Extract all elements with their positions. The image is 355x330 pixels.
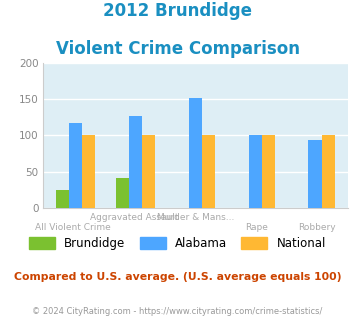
Text: © 2024 CityRating.com - https://www.cityrating.com/crime-statistics/: © 2024 CityRating.com - https://www.city… bbox=[32, 307, 323, 316]
Bar bbox=[69, 123, 82, 208]
Bar bbox=[248, 135, 262, 208]
Text: Aggravated Assault: Aggravated Assault bbox=[90, 213, 179, 222]
Bar bbox=[116, 178, 129, 208]
Bar bbox=[189, 98, 202, 208]
Bar bbox=[142, 135, 155, 208]
Bar bbox=[82, 135, 95, 208]
Bar bbox=[129, 116, 142, 208]
Bar bbox=[202, 135, 215, 208]
Text: Compared to U.S. average. (U.S. average equals 100): Compared to U.S. average. (U.S. average … bbox=[14, 272, 341, 282]
Text: Robbery: Robbery bbox=[299, 223, 336, 232]
Text: 2012 Brundidge: 2012 Brundidge bbox=[103, 2, 252, 20]
Text: Murder & Mans...: Murder & Mans... bbox=[157, 213, 234, 222]
Bar bbox=[262, 135, 275, 208]
Bar bbox=[308, 140, 322, 208]
Bar bbox=[322, 135, 335, 208]
Text: Violent Crime Comparison: Violent Crime Comparison bbox=[55, 40, 300, 58]
Text: All Violent Crime: All Violent Crime bbox=[35, 223, 111, 232]
Text: Rape: Rape bbox=[245, 223, 268, 232]
Legend: Brundidge, Alabama, National: Brundidge, Alabama, National bbox=[29, 237, 326, 250]
Bar bbox=[56, 190, 69, 208]
